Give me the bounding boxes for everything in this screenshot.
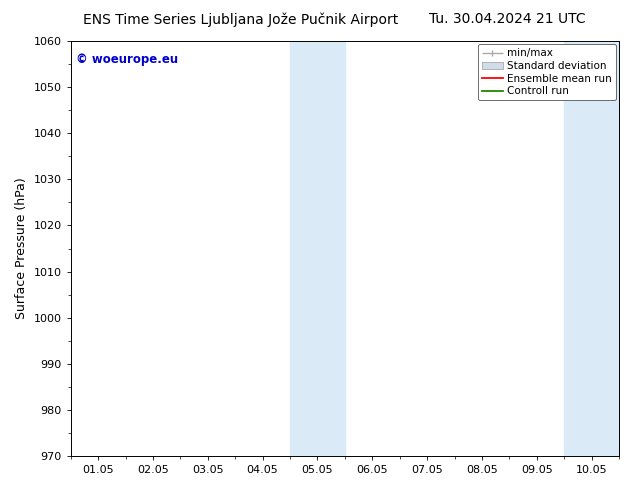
Text: Tu. 30.04.2024 21 UTC: Tu. 30.04.2024 21 UTC — [429, 12, 586, 26]
Bar — [564, 41, 619, 456]
Legend: min/max, Standard deviation, Ensemble mean run, Controll run: min/max, Standard deviation, Ensemble me… — [478, 44, 616, 100]
Y-axis label: Surface Pressure (hPa): Surface Pressure (hPa) — [15, 178, 28, 319]
Bar — [290, 41, 345, 456]
Text: © woeurope.eu: © woeurope.eu — [76, 53, 178, 67]
Text: ENS Time Series Ljubljana Jože Pučnik Airport: ENS Time Series Ljubljana Jože Pučnik Ai… — [83, 12, 399, 27]
